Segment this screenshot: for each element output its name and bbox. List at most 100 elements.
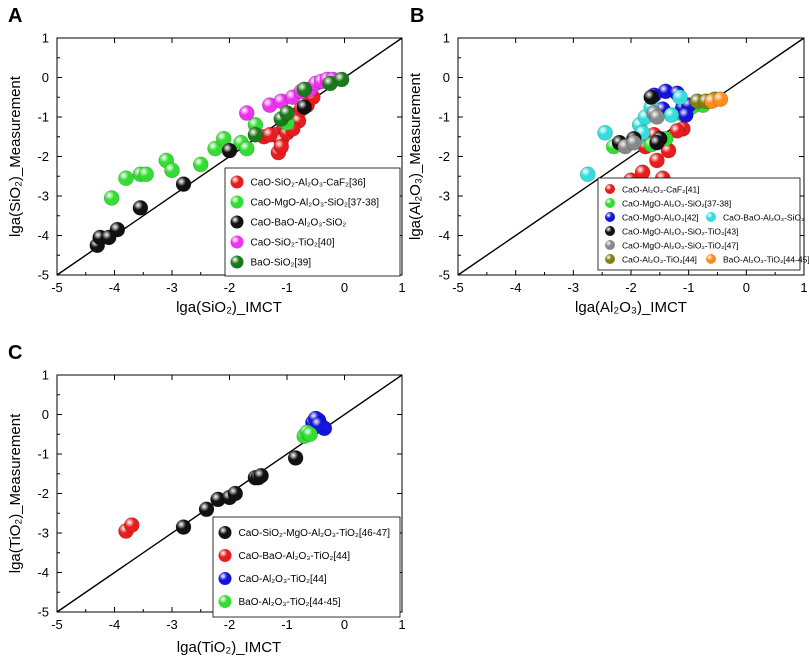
legend: CaO-SiO₂-MgO-Al₂O₃-TiO₂[46-47] CaO-BaO-Al… <box>212 516 401 618</box>
legend-label: CaO-Al₂O₃-TiO₂[44] <box>622 255 697 265</box>
y-tick-label: -5 <box>37 605 49 620</box>
data-point <box>138 166 154 183</box>
data-point <box>279 105 295 121</box>
reference-line-y-equals-x <box>457 37 805 276</box>
y-tick-label: -3 <box>37 189 49 204</box>
y-tick-label: 1 <box>42 31 49 46</box>
panel-a: A -5 -4 -3 -2 -1 0 1 -5 -4 -3 -2 -1 0 1 lga(SiO₂)_IMCT l… <box>7 5 406 316</box>
data-point <box>192 156 209 173</box>
x-tick-label: -2 <box>224 617 236 632</box>
legend-label: CaO-SiO₂-Al₂O₃-CaF₂[36] <box>251 178 366 189</box>
data-point <box>123 517 140 533</box>
x-tick-label: -5 <box>452 280 464 295</box>
data-point <box>643 89 659 106</box>
y-tick-label: 0 <box>42 407 49 422</box>
panel-c: C -5 -4 -3 -2 -1 0 1 -5 -4 -3 -2 -1 0 1 lga(TiO₂)_IMCT l… <box>7 342 406 656</box>
legend-marker <box>605 198 615 208</box>
legend-box <box>212 516 401 618</box>
x-tick-label: -2 <box>224 280 236 295</box>
legend-marker <box>218 549 232 562</box>
data-point <box>649 134 665 151</box>
x-tick-label: 0 <box>341 280 348 295</box>
series-cao-sio-mgo-al-o-tio-46-47 <box>175 450 304 535</box>
data-point <box>175 176 192 192</box>
y-tick-label: -4 <box>37 228 49 243</box>
panel-letter: C <box>8 342 22 364</box>
x-axis-label: lga(SiO₂)_IMCT <box>176 299 282 316</box>
legend-label: BaO-SiO₂[39] <box>251 258 312 269</box>
data-point <box>109 221 126 238</box>
x-tick-label: -1 <box>281 280 293 295</box>
legend-label: CaO-MgO-Al₂O₃[42] <box>622 213 699 223</box>
x-tick-label: 1 <box>398 280 405 295</box>
legend-label: CaO-BaO-Al₂O₃-TiO₂[44] <box>239 551 351 562</box>
legend-marker <box>230 195 244 209</box>
x-tick-label: -1 <box>683 280 695 295</box>
data-point <box>597 125 613 141</box>
data-point <box>712 91 729 108</box>
series-cao-mgo-al-o-sio-tio-47 <box>617 105 665 155</box>
data-point <box>669 123 685 139</box>
y-axis-label: lga(TiO₂)_Measurement <box>7 413 24 573</box>
legend-marker <box>605 254 615 264</box>
y-tick-label: -2 <box>37 486 49 501</box>
data-point <box>310 416 327 433</box>
data-point <box>247 126 264 143</box>
legend: CaO-SiO₂-Al₂O₃-CaF₂[36] CaO-MgO-Al₂O₃-SiO… <box>224 167 401 277</box>
legend-marker <box>230 175 244 189</box>
x-tick-label: -2 <box>625 280 637 295</box>
x-tick-label: -5 <box>51 280 63 295</box>
x-tick-label: 0 <box>743 280 750 295</box>
panel-letter: A <box>8 5 22 27</box>
y-tick-label: -2 <box>438 149 450 164</box>
legend-label: CaO-BaO-Al₂O₃-SiO₂ <box>251 218 347 229</box>
series-bao-al-o-tio-44-45 <box>296 424 318 445</box>
data-point <box>175 519 192 535</box>
data-point <box>579 166 596 183</box>
x-axis-label: lga(TiO₂)_IMCT <box>177 639 281 656</box>
x-tick-label: -1 <box>281 617 293 632</box>
legend-marker <box>706 254 716 264</box>
x-tick-label: -4 <box>109 280 121 295</box>
data-point <box>164 162 180 179</box>
x-tick-label: -3 <box>166 617 178 632</box>
data-point <box>227 485 244 502</box>
data-point <box>221 142 238 159</box>
legend-marker <box>230 255 244 269</box>
legend-label: CaO-SiO₂-TiO₂[40] <box>251 238 335 249</box>
data-point <box>132 200 149 216</box>
y-tick-label: 0 <box>42 70 49 85</box>
data-point <box>663 107 680 123</box>
data-point <box>118 170 134 187</box>
legend-label: CaO-MgO-Al₂O₃-SiO₂-TiO₂[47] <box>622 241 738 251</box>
y-tick-label: -1 <box>438 110 450 125</box>
legend-marker <box>218 526 232 539</box>
panel-b: B -5 -4 -3 -2 -1 0 1 -5 -4 -3 -2 -1 0 1 lga(Al₂O₃)_IMCT… <box>407 5 809 316</box>
legend-marker <box>230 235 244 249</box>
x-tick-label: -3 <box>166 280 178 295</box>
data-point <box>287 450 304 466</box>
series-cao-bao-al-o-sio <box>89 99 313 254</box>
series-cao-bao-al-o-tio-44 <box>118 517 140 539</box>
legend-box <box>597 177 801 271</box>
x-tick-label: 0 <box>341 617 348 632</box>
y-tick-label: 1 <box>443 31 450 46</box>
legend: CaO-Al₂O₃-CaF₂[41] CaO-MgO-Al₂O₃-SiO₂[37-… <box>597 177 809 271</box>
data-point <box>238 140 255 157</box>
x-tick-label: 1 <box>800 280 807 295</box>
legend-marker <box>706 212 716 222</box>
legend-label: BaO-Al₂O₃-TiO₂[44-45] <box>239 597 341 608</box>
data-point <box>198 501 215 518</box>
data-point <box>296 99 313 115</box>
y-tick-label: -5 <box>438 268 450 283</box>
legend-box <box>224 167 401 277</box>
data-point <box>296 81 313 98</box>
data-point <box>238 105 255 121</box>
y-tick-label: 1 <box>42 368 49 383</box>
panel-letter: B <box>410 5 424 27</box>
x-tick-label: 1 <box>398 617 405 632</box>
data-point <box>333 71 350 88</box>
y-axis-label: lga(SiO₂)_Measurement <box>7 75 24 237</box>
legend-label: CaO-MgO-Al₂O₃-SiO₂[37-38] <box>622 199 731 209</box>
data-point <box>649 152 665 169</box>
